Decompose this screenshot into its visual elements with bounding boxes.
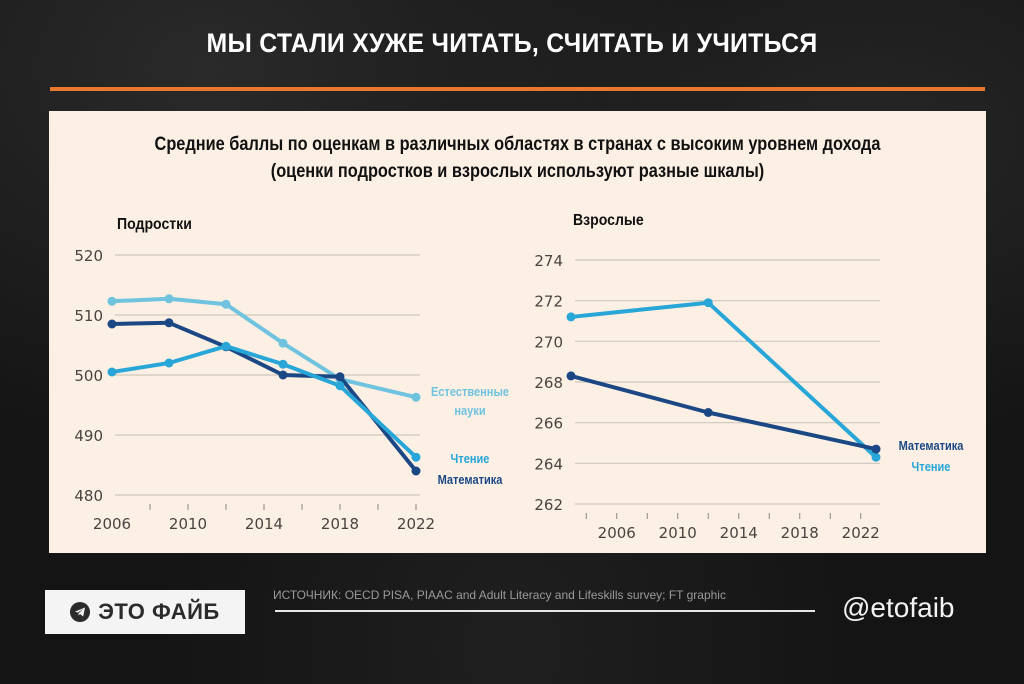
y-tick-label: 264	[534, 455, 563, 473]
data-point	[703, 298, 713, 308]
y-tick-label: 490	[74, 427, 103, 445]
y-tick-label: 266	[534, 415, 563, 433]
x-tick-label: 2006	[598, 524, 636, 542]
data-point	[278, 359, 288, 369]
data-point	[871, 452, 881, 462]
series-label: науки	[454, 403, 485, 418]
data-point	[164, 358, 174, 368]
x-tick-label: 2010	[659, 524, 697, 542]
chart-title: Средние баллы по оценкам в различных обл…	[115, 131, 921, 185]
subchart-title: Подростки	[117, 215, 192, 233]
data-point	[221, 341, 231, 351]
data-point	[107, 296, 117, 306]
chart-panel: Средние баллы по оценкам в различных обл…	[49, 111, 986, 553]
telegram-icon	[70, 602, 91, 622]
y-tick-label: 520	[74, 247, 103, 265]
headline-divider	[50, 87, 985, 91]
series-label: Математика	[438, 472, 503, 487]
data-point	[107, 319, 117, 329]
series-line-math	[110, 320, 418, 473]
x-tick-label: 2022	[397, 515, 435, 533]
subchart-title: Взрослые	[573, 211, 644, 229]
series-label: Чтение	[912, 459, 951, 474]
data-point	[335, 381, 345, 391]
data-point	[703, 408, 713, 417]
y-tick-label: 268	[534, 374, 563, 392]
series-label: Математика	[899, 438, 964, 453]
series-line-reading	[110, 344, 418, 460]
y-tick-label: 510	[74, 307, 103, 325]
data-point	[411, 466, 421, 476]
data-point	[411, 452, 421, 462]
channel-badge[interactable]: ЭТО ФАЙБ	[45, 590, 245, 634]
data-point	[566, 371, 576, 381]
data-point	[278, 338, 288, 348]
x-tick-label: 2014	[245, 515, 283, 533]
series-label: Естественные	[431, 384, 509, 399]
data-point	[107, 367, 117, 377]
y-tick-label: 480	[74, 487, 103, 505]
data-point	[566, 312, 576, 322]
chart-adults: Взрослые 262 264 266 268 270 272 274 2006 2010 201…	[534, 211, 963, 542]
series-line-science	[110, 296, 418, 400]
x-tick-label: 2010	[169, 515, 207, 533]
x-tick-label: 2014	[720, 524, 758, 542]
x-tick-label: 2018	[321, 515, 359, 533]
x-tick-label: 2022	[842, 524, 880, 542]
y-tick-label: 500	[74, 367, 103, 385]
y-tick-label: 274	[534, 252, 563, 270]
y-tick-label: 272	[534, 293, 563, 311]
channel-name: ЭТО ФАЙБ	[98, 599, 220, 624]
data-point	[871, 444, 881, 454]
series-label: Чтение	[451, 451, 490, 466]
chart-teens: Подростки 480 490 500 510 520 2006 2010 2014 2018…	[74, 215, 509, 533]
source-divider	[275, 610, 815, 612]
social-handle[interactable]: @etofaib	[842, 592, 955, 623]
data-point	[278, 370, 288, 380]
x-tick-label: 2018	[781, 524, 819, 542]
y-tick-label: 270	[534, 333, 563, 351]
data-point	[335, 372, 345, 382]
data-point	[164, 318, 174, 328]
page-headline: МЫ СТАЛИ ХУЖЕ ЧИТАТЬ, СЧИТАТЬ И УЧИТЬСЯ	[206, 28, 818, 58]
data-point	[164, 294, 174, 304]
source-note: ИСТОЧНИК: OECD PISA, PIAAC and Adult Lit…	[273, 588, 726, 602]
chart-title-line2: (оценки подростков и взрослых используют…	[270, 161, 765, 182]
chart-title-line1: Средние баллы по оценкам в различных обл…	[154, 134, 881, 155]
data-point	[411, 392, 421, 402]
series-line-reading	[569, 300, 878, 460]
x-tick-label: 2006	[93, 515, 131, 533]
y-tick-label: 262	[534, 496, 563, 514]
data-point	[221, 299, 231, 309]
